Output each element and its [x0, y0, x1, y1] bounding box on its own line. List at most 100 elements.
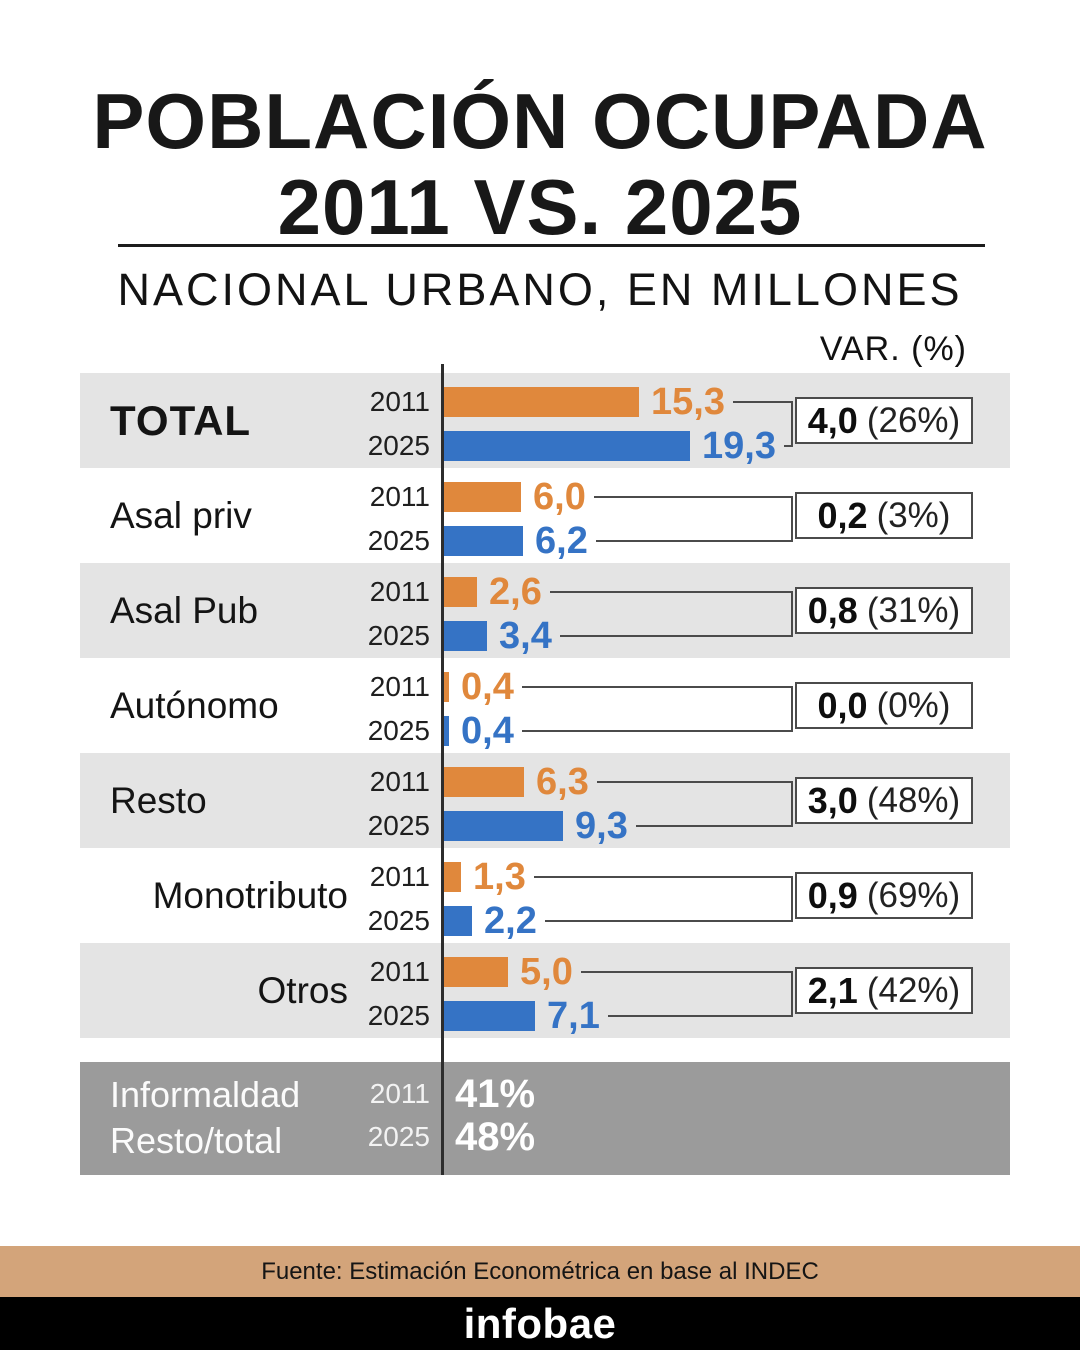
- axis-line: [441, 364, 444, 1175]
- chart-row: TOTAL 2011 2025 15,3 19,3 4,0 (26%): [0, 373, 1080, 468]
- connector-line-2025: [784, 445, 793, 447]
- bar-2025: [444, 1001, 535, 1031]
- category-label: Autónomo: [110, 684, 279, 726]
- year-label-2025: 2025: [367, 430, 430, 461]
- value-label-2025: 0,4: [461, 710, 514, 752]
- page-title-line2: 2011 VS. 2025: [277, 163, 803, 251]
- infobae-logo: infobae: [463, 1299, 617, 1347]
- informality-year-2025: 2025: [367, 1121, 430, 1152]
- connector-line-2025: [636, 825, 793, 827]
- category-label: Resto: [110, 779, 207, 821]
- chart-row: Asal priv 2011 2025 6,0 6,2 0,2 (3%): [0, 468, 1080, 563]
- chart-row: Resto 2011 2025 6,3 9,3 3,0 (48%): [0, 753, 1080, 848]
- bar-2011: [444, 672, 449, 702]
- variation-percent: (48%): [866, 780, 961, 820]
- variation-value: 0,9: [807, 874, 858, 916]
- year-label-2011: 2011: [369, 576, 430, 607]
- value-label-2011: 0,4: [461, 666, 514, 708]
- connector-bracket: [791, 591, 793, 637]
- variation-percent: (69%): [866, 875, 961, 915]
- variation-percent: (26%): [866, 400, 961, 440]
- variation-percent: (0%): [876, 685, 951, 725]
- bar-2011: [444, 767, 524, 797]
- source-text: Fuente: Estimación Econométrica en base …: [261, 1257, 819, 1285]
- brand-band: infobae: [0, 1297, 1080, 1350]
- value-label-2011: 1,3: [473, 856, 526, 898]
- chart-row: Monotributo 2011 2025 1,3 2,2 0,9 (69%): [0, 848, 1080, 943]
- year-label-2011: 2011: [369, 861, 430, 892]
- variation-box: 2,1 (42%): [795, 967, 973, 1014]
- connector-line-2011: [581, 971, 793, 973]
- chart-subtitle: NACIONAL URBANO, EN MILLONES: [117, 264, 963, 315]
- value-label-2011: 6,0: [533, 476, 586, 518]
- bar-2025: [444, 906, 472, 936]
- variation-value: 0,8: [807, 589, 858, 631]
- chart-row: Asal Pub 2011 2025 2,6 3,4 0,8 (31%): [0, 563, 1080, 658]
- value-label-2025: 9,3: [575, 805, 628, 847]
- variation-value: 2,1: [807, 969, 858, 1011]
- year-label-2025: 2025: [367, 810, 430, 841]
- variation-percent: (3%): [876, 495, 951, 535]
- connector-bracket: [791, 876, 793, 922]
- connector-line-2025: [596, 540, 793, 542]
- variation-percent: (42%): [866, 970, 961, 1010]
- bar-2025: [444, 526, 523, 556]
- connector-line-2025: [608, 1015, 793, 1017]
- bar-2025: [444, 431, 690, 461]
- variation-value: 0,2: [817, 494, 868, 536]
- value-label-2025: 7,1: [547, 995, 600, 1037]
- connector-line-2011: [550, 591, 793, 593]
- informality-value-2025: 48%: [455, 1115, 536, 1159]
- year-label-2025: 2025: [367, 620, 430, 651]
- variation-box: 0,8 (31%): [795, 587, 973, 634]
- variation-box: 3,0 (48%): [795, 777, 973, 824]
- connector-line-2025: [560, 635, 793, 637]
- value-label-2011: 5,0: [520, 951, 573, 993]
- value-label-2025: 6,2: [535, 520, 588, 562]
- category-label: TOTAL: [110, 396, 252, 444]
- category-label: Monotributo: [152, 874, 348, 916]
- variation-value: 4,0: [807, 399, 858, 441]
- connector-line-2011: [594, 496, 793, 498]
- value-label-2025: 2,2: [484, 900, 537, 942]
- bar-2025: [444, 621, 487, 651]
- title-divider: [118, 244, 985, 247]
- informality-label-line1: Informaldad: [110, 1073, 301, 1115]
- year-label-2025: 2025: [367, 525, 430, 556]
- category-label: Otros: [257, 969, 348, 1011]
- variation-box: 0,0 (0%): [795, 682, 973, 729]
- bar-2011: [444, 577, 477, 607]
- informality-value-2011: 41%: [455, 1072, 536, 1116]
- page-title-line1: POBLACIÓN OCUPADA: [92, 77, 988, 165]
- variation-box: 0,2 (3%): [795, 492, 973, 539]
- variation-value: 0,0: [817, 684, 868, 726]
- year-label-2011: 2011: [369, 386, 430, 417]
- variation-box: 4,0 (26%): [795, 397, 973, 444]
- category-label: Asal Pub: [110, 589, 259, 631]
- connector-line-2011: [522, 686, 793, 688]
- connector-bracket: [791, 686, 793, 732]
- connector-bracket: [791, 496, 793, 542]
- informality-year-2011: 2011: [369, 1078, 430, 1109]
- year-label-2025: 2025: [367, 715, 430, 746]
- connector-line-2011: [733, 401, 793, 403]
- year-label-2011: 2011: [369, 671, 430, 702]
- informality-label: Informaldad Resto/total: [110, 1072, 300, 1166]
- variation-column-header: VAR. (%): [819, 330, 967, 368]
- informality-label-line2: Resto/total: [110, 1120, 283, 1162]
- bar-2011: [444, 387, 639, 417]
- category-label: Asal priv: [110, 494, 252, 536]
- connector-bracket: [791, 781, 793, 827]
- year-label-2011: 2011: [369, 956, 430, 987]
- connector-bracket: [791, 401, 793, 447]
- value-label-2011: 2,6: [489, 571, 542, 613]
- chart-row: Otros 2011 2025 5,0 7,1 2,1 (42%): [0, 943, 1080, 1038]
- variation-box: 0,9 (69%): [795, 872, 973, 919]
- bar-2011: [444, 482, 521, 512]
- value-label-2025: 19,3: [702, 425, 776, 467]
- variation-percent: (31%): [866, 590, 961, 630]
- value-label-2025: 3,4: [499, 615, 552, 657]
- bar-2011: [444, 862, 461, 892]
- year-label-2025: 2025: [367, 1000, 430, 1031]
- connector-line-2025: [545, 920, 793, 922]
